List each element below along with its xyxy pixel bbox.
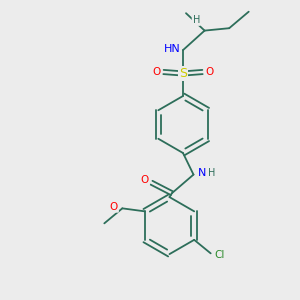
Text: O: O	[153, 67, 161, 77]
Text: O: O	[205, 67, 213, 77]
Text: H: H	[208, 168, 216, 178]
Text: S: S	[179, 67, 187, 80]
Text: O: O	[110, 202, 118, 212]
Text: HN: HN	[164, 44, 181, 54]
Text: O: O	[141, 175, 149, 185]
Text: Cl: Cl	[214, 250, 224, 260]
Text: H: H	[193, 15, 200, 25]
Text: N: N	[198, 168, 206, 178]
